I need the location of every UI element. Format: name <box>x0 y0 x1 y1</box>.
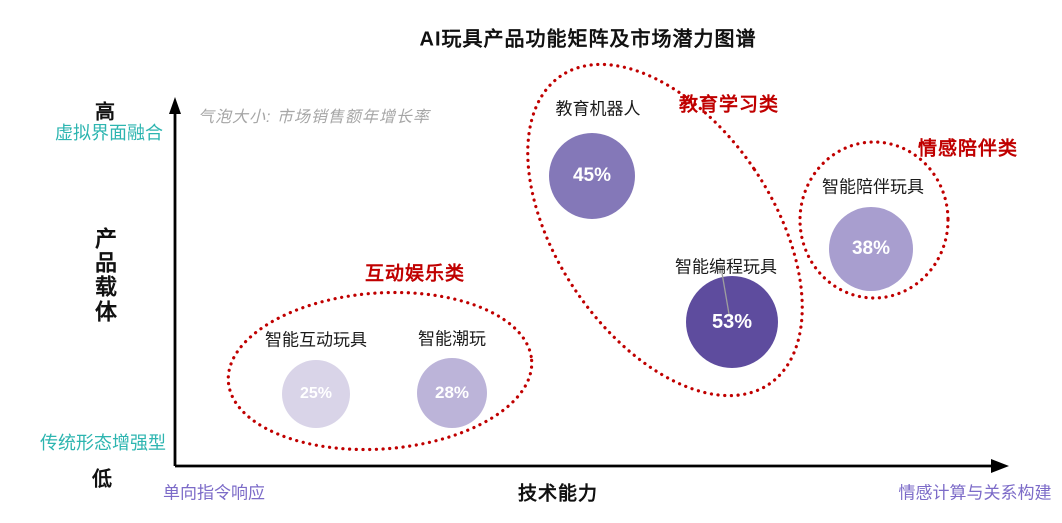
x-axis-arrowhead-icon <box>991 459 1009 473</box>
bubble-smart-interactive-toy: 25% <box>282 360 350 428</box>
y-axis-arrowhead-icon <box>169 97 181 114</box>
bubble-smart-companion-toy: 38% <box>829 207 913 291</box>
bubble-label-smart-coding-toy: 智能编程玩具 <box>675 257 777 277</box>
leader-line-smart-coding-toy <box>721 272 730 315</box>
y-axis-high-label: 高 <box>95 101 115 124</box>
bubble-smart-trendy-toy: 28% <box>417 358 487 428</box>
bubble-education-robot: 45% <box>549 133 635 219</box>
y-axis-top-annotation: 虚拟界面融合 <box>55 123 163 143</box>
bubble-label-smart-companion-toy: 智能陪伴玩具 <box>822 177 924 197</box>
group-label-interactive-entertainment: 互动娱乐类 <box>364 263 466 285</box>
group-label-education-learning: 教育学习类 <box>678 94 780 116</box>
bubble-size-note: 气泡大小: 市场销售额年增长率 <box>198 109 430 126</box>
chart-title: AI玩具产品功能矩阵及市场潜力图谱 <box>419 28 757 51</box>
bubble-value-smart-trendy-toy: 28% <box>434 383 470 402</box>
bubble-value-smart-interactive-toy: 25% <box>299 385 333 402</box>
x-axis-left-annotation: 单向指令响应 <box>163 483 265 503</box>
x-axis-right-annotation: 情感计算与关系构建 <box>898 483 1052 503</box>
y-axis-low-label: 低 <box>92 468 112 491</box>
bubble-label-smart-interactive-toy: 智能互动玩具 <box>265 330 367 350</box>
group-label-emotional-companion: 情感陪伴类 <box>917 138 1019 160</box>
bubble-value-smart-companion-toy: 38% <box>851 238 891 259</box>
bubble-value-smart-coding-toy: 53% <box>711 310 753 333</box>
bubble-label-education-robot: 教育机器人 <box>555 99 641 119</box>
y-axis-title: 产品载体 <box>94 226 117 325</box>
group-ellipse-education-learning <box>526 62 804 398</box>
bubble-value-education-robot: 45% <box>572 165 612 186</box>
bubble-smart-coding-toy: 53% <box>686 276 778 368</box>
group-ellipse-interactive-entertainment <box>226 290 534 452</box>
y-axis-bottom-annotation: 传统形态增强型 <box>40 433 166 453</box>
group-ellipse-emotional-companion <box>798 140 950 300</box>
x-axis-title: 技术能力 <box>517 483 599 505</box>
bubble-label-smart-trendy-toy: 智能潮玩 <box>418 329 486 349</box>
